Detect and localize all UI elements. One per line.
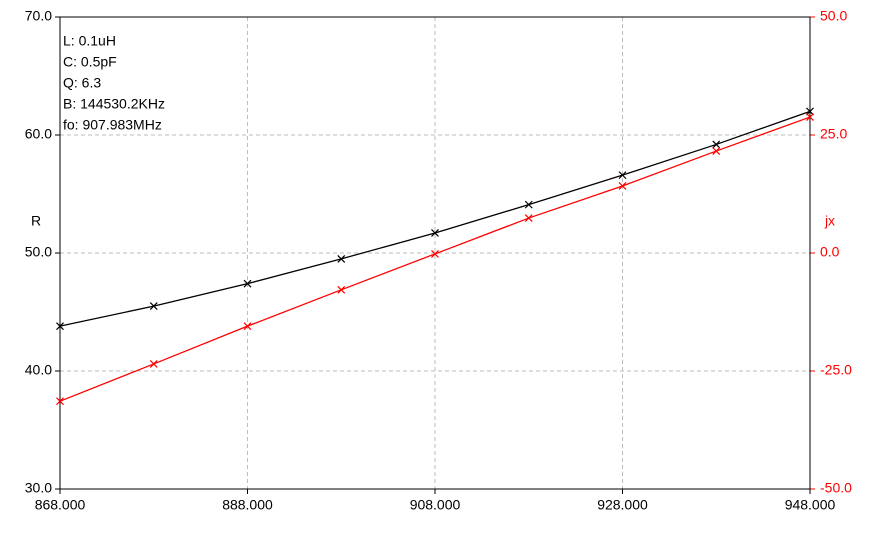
point-marker: [618, 182, 627, 190]
point-marker: [56, 322, 64, 331]
point-marker: [56, 397, 64, 406]
point-marker: [524, 214, 533, 222]
annotation: fo: 907.983MHz: [63, 117, 162, 133]
point-marker: [431, 229, 439, 237]
y-tick-label: 70.0: [25, 8, 52, 24]
annotation: Q: 6.3: [63, 75, 101, 91]
y-tick-label: 30.0: [25, 480, 52, 496]
x-tick-label: 908.000: [410, 497, 461, 513]
x-tick-label: 928.000: [597, 497, 648, 513]
x-tick-label: 868.000: [35, 497, 86, 513]
annotation: B: 144530.2KHz: [63, 96, 165, 112]
point-marker: [524, 200, 533, 209]
point-marker: [806, 107, 814, 116]
point-marker: [431, 250, 439, 258]
y2-axis-label: jx: [824, 213, 835, 229]
point-marker: [149, 302, 158, 311]
point-marker: [712, 147, 721, 155]
annotation: C: 0.5pF: [63, 54, 117, 70]
y-tick-label: 50.0: [25, 244, 52, 260]
annotation: L: 0.1uH: [63, 33, 116, 49]
y2-tick-label: 25.0: [820, 126, 847, 142]
y2-tick-label: 50.0: [820, 8, 847, 24]
point-marker: [243, 279, 252, 288]
x-tick-label: 948.000: [785, 497, 836, 513]
plot-border: [59, 16, 811, 490]
point-marker: [337, 254, 346, 263]
y2-tick-label: 0.0: [820, 244, 840, 260]
y2-tick-label: -50.0: [820, 480, 852, 496]
y-tick-label: 40.0: [25, 362, 52, 378]
point-marker: [337, 285, 346, 294]
x-tick-label: 888.000: [222, 497, 273, 513]
y-axis-label: R: [31, 213, 41, 229]
point-marker: [149, 359, 158, 368]
y-tick-label: 60.0: [25, 126, 52, 142]
point-marker: [618, 171, 627, 180]
y2-tick-label: -25.0: [820, 362, 852, 378]
point-marker: [243, 322, 252, 331]
point-marker: [806, 113, 814, 121]
point-marker: [712, 140, 721, 149]
